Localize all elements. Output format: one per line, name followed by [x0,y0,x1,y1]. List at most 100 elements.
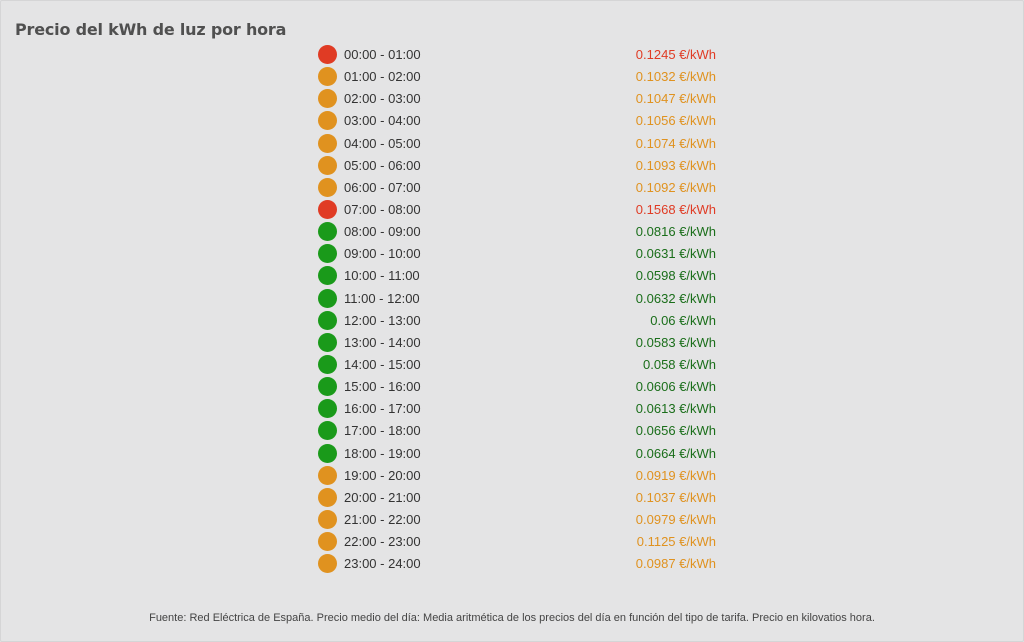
hour-range: 21:00 - 22:00 [344,511,421,527]
price-level-indicator-icon [318,332,337,352]
price-row: 11:00 - 12:00 0.0632 €/kWh [318,288,718,310]
hour-range: 07:00 - 08:00 [344,201,421,217]
hour-price: 0.1047 €/kWh [635,91,716,107]
price-level-indicator-icon [318,45,337,64]
hour-price: 0.0919 €/kWh [635,467,716,483]
hour-range: 18:00 - 19:00 [344,445,421,461]
hour-range: 01:00 - 02:00 [344,69,421,85]
price-level-indicator-icon [318,377,337,397]
hour-range: 06:00 - 07:00 [344,179,421,195]
hour-price: 0.06 €/kWh [650,312,716,328]
price-row: 05:00 - 06:00 0.1093 €/kWh [318,155,718,177]
hour-range: 14:00 - 15:00 [344,356,421,372]
hour-range: 23:00 - 24:00 [344,556,421,572]
hour-range: 22:00 - 23:00 [344,534,421,550]
price-row: 17:00 - 18:00 0.0656 €/kWh [318,420,718,442]
price-level-indicator-icon [318,111,337,131]
hour-range: 08:00 - 09:00 [344,224,421,240]
hour-price: 0.1568 €/kWh [635,201,716,217]
hour-range: 09:00 - 10:00 [344,246,421,262]
hour-range: 03:00 - 04:00 [344,113,421,129]
hour-price: 0.1245 €/kWh [635,47,716,62]
hour-price: 0.0664 €/kWh [635,445,716,461]
hour-range: 02:00 - 03:00 [344,91,421,107]
price-row: 00:00 - 01:00 0.1245 €/kWh [318,44,718,66]
price-row: 18:00 - 19:00 0.0664 €/kWh [318,443,718,465]
hour-range: 04:00 - 05:00 [344,135,421,151]
price-row: 10:00 - 11:00 0.0598 €/kWh [318,265,718,287]
hour-price: 0.1032 €/kWh [635,69,716,85]
price-row: 01:00 - 02:00 0.1032 €/kWh [318,66,718,88]
source-footnote: Fuente: Red Eléctrica de España. Precio … [149,612,875,624]
price-row: 23:00 - 24:00 0.0987 €/kWh [318,553,718,575]
hour-range: 10:00 - 11:00 [344,268,420,284]
hour-price: 0.1092 €/kWh [635,179,716,195]
price-level-indicator-icon [318,67,337,87]
hour-range: 05:00 - 06:00 [344,157,421,173]
price-level-indicator-icon [318,354,337,374]
price-level-indicator-icon [318,465,337,485]
hour-range: 20:00 - 21:00 [344,489,421,505]
hour-price: 0.0656 €/kWh [635,423,716,439]
hour-price: 0.0598 €/kWh [635,268,716,284]
price-level-indicator-icon [318,177,337,197]
price-level-indicator-icon [318,133,337,153]
price-level-indicator-icon [318,443,337,463]
price-row: 07:00 - 08:00 0.1568 €/kWh [318,199,718,221]
hour-price: 0.0979 €/kWh [635,511,716,527]
hour-range: 12:00 - 13:00 [344,312,421,328]
hour-price: 0.0606 €/kWh [635,379,716,395]
price-row: 03:00 - 04:00 0.1056 €/kWh [318,110,718,132]
hour-price: 0.1074 €/kWh [635,135,716,151]
price-level-indicator-icon [318,399,337,419]
hour-range: 16:00 - 17:00 [344,401,421,417]
hour-range: 00:00 - 01:00 [344,47,421,62]
hourly-price-list: 00:00 - 01:00 0.1245 €/kWh 01:00 - 02:00 0.… [318,44,718,575]
price-row: 19:00 - 20:00 0.0919 €/kWh [318,465,718,487]
hour-range: 17:00 - 18:00 [344,423,421,439]
price-row: 04:00 - 05:00 0.1074 €/kWh [318,133,718,155]
page-title: Precio del kWh de luz por hora [15,20,287,39]
hour-price: 0.058 €/kWh [643,356,716,372]
price-level-indicator-icon [318,222,337,242]
price-row: 15:00 - 16:00 0.0606 €/kWh [318,376,718,398]
price-row: 13:00 - 14:00 0.0583 €/kWh [318,332,718,354]
price-level-indicator-icon [318,509,337,529]
hour-price: 0.0816 €/kWh [635,224,716,240]
price-level-indicator-icon [318,310,337,330]
price-row: 16:00 - 17:00 0.0613 €/kWh [318,398,718,420]
price-row: 09:00 - 10:00 0.0631 €/kWh [318,243,718,265]
price-level-indicator-icon [318,421,337,441]
price-row: 08:00 - 09:00 0.0816 €/kWh [318,221,718,243]
price-row: 20:00 - 21:00 0.1037 €/kWh [318,487,718,509]
hour-price: 0.0583 €/kWh [635,334,716,350]
price-level-indicator-icon [318,244,337,264]
price-level-indicator-icon [318,155,337,175]
price-row: 22:00 - 23:00 0.1125 €/kWh [318,531,718,553]
hour-range: 19:00 - 20:00 [344,467,421,483]
price-row: 21:00 - 22:00 0.0979 €/kWh [318,509,718,531]
price-level-indicator-icon [318,487,337,507]
hour-price: 0.1125 €/kWh [636,534,716,550]
price-row: 02:00 - 03:00 0.1047 €/kWh [318,88,718,110]
hour-price: 0.1056 €/kWh [635,113,716,129]
price-level-indicator-icon [318,199,337,219]
hour-price: 0.1093 €/kWh [635,157,716,173]
price-row: 12:00 - 13:00 0.06 €/kWh [318,310,718,332]
price-row: 06:00 - 07:00 0.1092 €/kWh [318,177,718,199]
hour-range: 13:00 - 14:00 [344,334,421,350]
hour-price: 0.1037 €/kWh [635,489,716,505]
hour-price: 0.0613 €/kWh [635,401,716,417]
hour-price: 0.0632 €/kWh [635,290,716,306]
hour-price: 0.0987 €/kWh [635,556,716,572]
price-level-indicator-icon [318,554,337,574]
price-level-indicator-icon [318,532,337,552]
price-level-indicator-icon [318,288,337,308]
price-row: 14:00 - 15:00 0.058 €/kWh [318,354,718,376]
price-level-indicator-icon [318,266,337,286]
price-level-indicator-icon [318,89,337,109]
hour-range: 15:00 - 16:00 [344,379,421,395]
hour-price: 0.0631 €/kWh [635,246,716,262]
hour-range: 11:00 - 12:00 [344,290,420,306]
